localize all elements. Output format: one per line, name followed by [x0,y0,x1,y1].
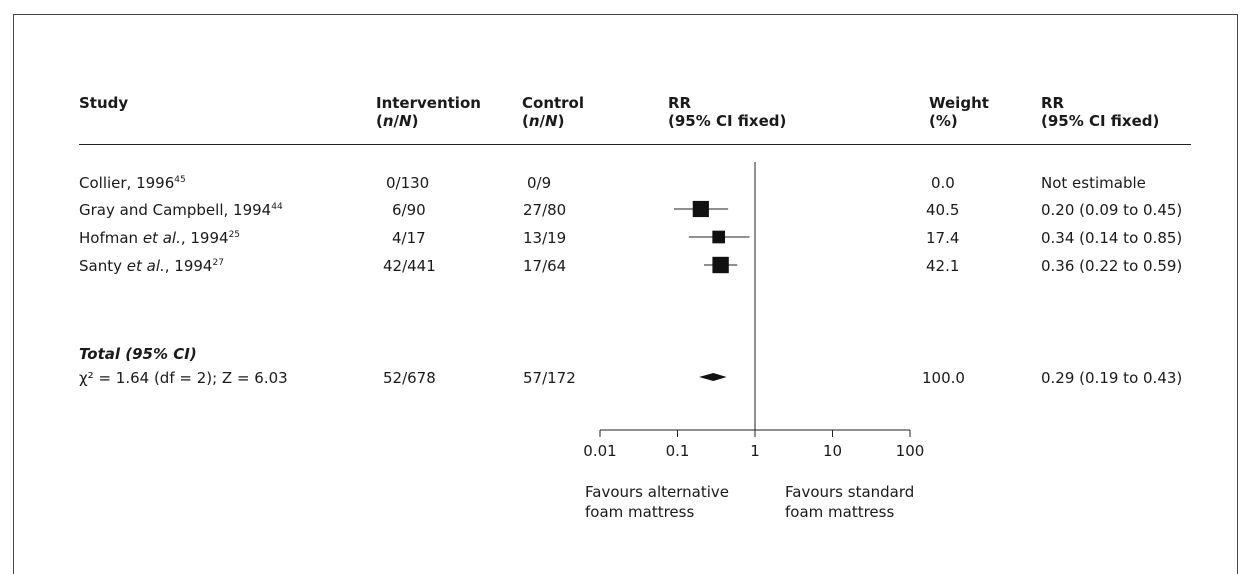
x-axis-tick-label: 10 [823,442,842,460]
x-axis-tick-label: 0.01 [583,442,616,460]
x-axis-tick-label: 0.1 [666,442,690,460]
total-diamond [699,373,726,381]
study-marker [712,231,725,244]
x-axis-tick-label: 100 [896,442,925,460]
study-marker [712,257,728,273]
favours-left-label: Favours alternative foam mattress [585,482,729,522]
x-axis-tick-label: 1 [750,442,760,460]
study-marker [693,201,709,217]
favours-right-label: Favours standard foam mattress [785,482,914,522]
